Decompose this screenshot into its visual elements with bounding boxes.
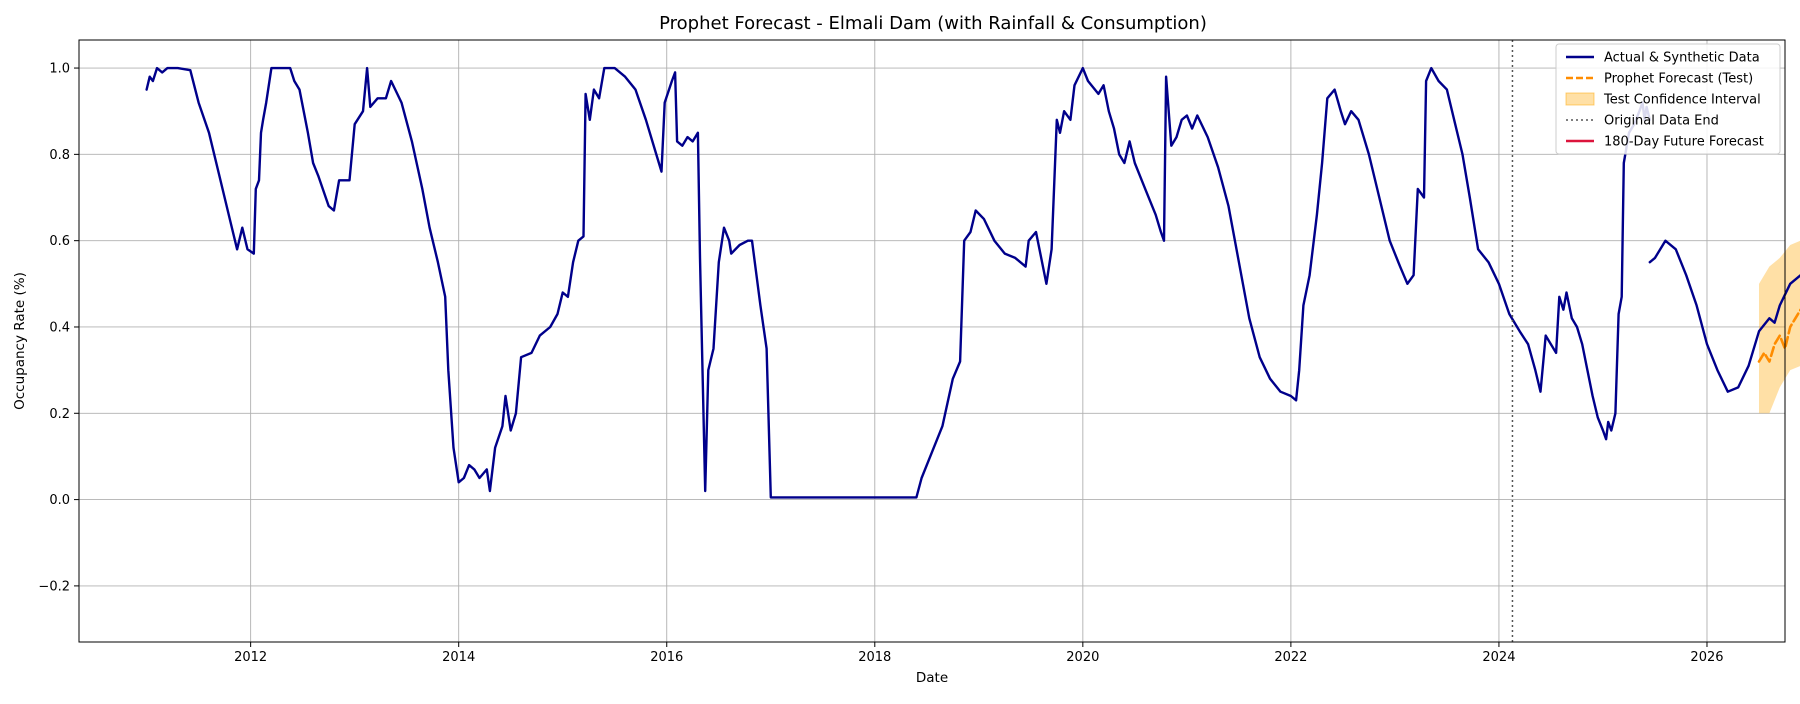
x-tick-label: 2024	[1482, 650, 1515, 665]
legend-entry: 180-Day Future Forecast	[1566, 135, 1764, 150]
x-tick-label: 2020	[1066, 650, 1099, 665]
y-tick-label: 1.0	[49, 62, 70, 77]
series-line-layer	[145, 66, 1800, 499]
legend-swatch	[1565, 92, 1595, 106]
plot-frame	[78, 39, 1786, 643]
prophet-forecast-line	[1757, 308, 1800, 363]
x-tick-label: 2018	[858, 650, 891, 665]
legend-entry: Test Confidence Interval	[1565, 92, 1761, 108]
y-tick-label: 0.0	[49, 493, 70, 508]
legend-box	[1555, 43, 1781, 155]
legend-label: Actual & Synthetic Data	[1604, 51, 1760, 66]
legend-label: Test Confidence Interval	[1603, 93, 1761, 108]
x-tick-label: 2014	[442, 650, 475, 665]
x-tick-label: 2022	[1274, 650, 1307, 665]
x-tick-label: 2026	[1690, 650, 1723, 665]
chart-legend: Actual & Synthetic Data Prophet Forecast …	[1555, 43, 1781, 155]
actual-data-line-continued	[1648, 239, 1800, 393]
x-axis-label: Date	[916, 670, 948, 686]
legend-entry: Prophet Forecast (Test)	[1566, 72, 1753, 87]
x-tick-label: 2012	[234, 650, 267, 665]
y-axis-label: Occupancy Rate (%)	[12, 272, 28, 410]
tick-layer: 2012 2014 2016 2018 2020 2022 2024 2026 −0.2 0.0 0…	[38, 62, 1723, 665]
actual-data-line	[145, 66, 1652, 499]
legend-label: 180-Day Future Forecast	[1604, 135, 1764, 150]
legend-entry: Original Data End	[1566, 114, 1719, 129]
legend-entry: Actual & Synthetic Data	[1566, 51, 1760, 66]
chart-title: Prophet Forecast - Elmali Dam (with Rain…	[659, 13, 1207, 34]
legend-label: Original Data End	[1604, 114, 1719, 129]
x-tick-label: 2016	[650, 650, 683, 665]
legend-label: Prophet Forecast (Test)	[1604, 72, 1753, 87]
y-tick-label: 0.8	[49, 148, 70, 163]
y-tick-label: −0.2	[38, 579, 70, 594]
y-tick-label: 0.2	[49, 407, 70, 422]
y-tick-label: 0.4	[49, 320, 70, 335]
y-tick-label: 0.6	[49, 234, 70, 249]
